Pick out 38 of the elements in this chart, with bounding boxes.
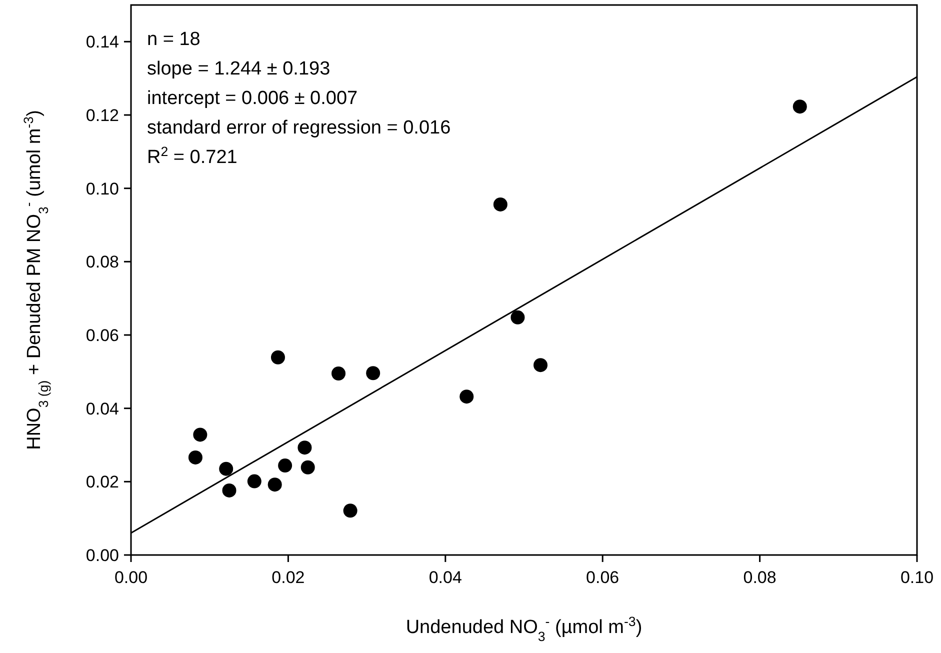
point bbox=[298, 440, 312, 455]
point bbox=[460, 390, 474, 404]
y-tick-label: 0.06 bbox=[86, 326, 119, 345]
point bbox=[332, 366, 346, 380]
point bbox=[493, 197, 508, 212]
x-tick-label: 0.06 bbox=[586, 568, 620, 587]
point bbox=[534, 358, 548, 372]
annotation: R$^{2}$ = 0.721 bbox=[147, 144, 238, 168]
y-tick-label: 0.04 bbox=[86, 399, 119, 418]
point bbox=[219, 462, 234, 476]
point bbox=[270, 350, 285, 364]
x-tick-label: 0.08 bbox=[743, 568, 776, 587]
point bbox=[188, 450, 202, 464]
y-tick-label: 0.10 bbox=[86, 179, 119, 198]
x-tick-label: 0.00 bbox=[114, 568, 148, 587]
y-tick-label: 0.14 bbox=[86, 32, 119, 52]
point bbox=[222, 483, 236, 498]
point bbox=[247, 474, 262, 488]
point bbox=[792, 100, 807, 114]
y-tick-label: 0.02 bbox=[86, 472, 119, 492]
point bbox=[510, 310, 525, 324]
annotation: intercept = 0.006 ± 0.007 bbox=[147, 88, 358, 109]
x-tick-label: 0.02 bbox=[272, 568, 305, 587]
annotation: slope = 1.244 ± 0.193 bbox=[147, 58, 330, 80]
annotation: n = 18 bbox=[147, 29, 200, 50]
annotation: standard error of regression = 0.016 bbox=[147, 118, 451, 138]
y-tick-label: 0.08 bbox=[86, 252, 119, 272]
point bbox=[278, 458, 292, 473]
point bbox=[300, 460, 315, 474]
point bbox=[366, 366, 380, 380]
y-tick-label: 0.00 bbox=[86, 546, 119, 565]
point bbox=[343, 504, 358, 518]
point bbox=[268, 478, 282, 492]
x-axis-title: Undenuded NO$_{3}$$^{-}$ (µmol m$^{-3}$) bbox=[406, 614, 642, 644]
x-tick-label: 0.10 bbox=[900, 568, 934, 587]
y-tick-label: 0.12 bbox=[86, 106, 119, 125]
point bbox=[193, 428, 208, 442]
x-tick-label: 0.04 bbox=[428, 568, 462, 587]
